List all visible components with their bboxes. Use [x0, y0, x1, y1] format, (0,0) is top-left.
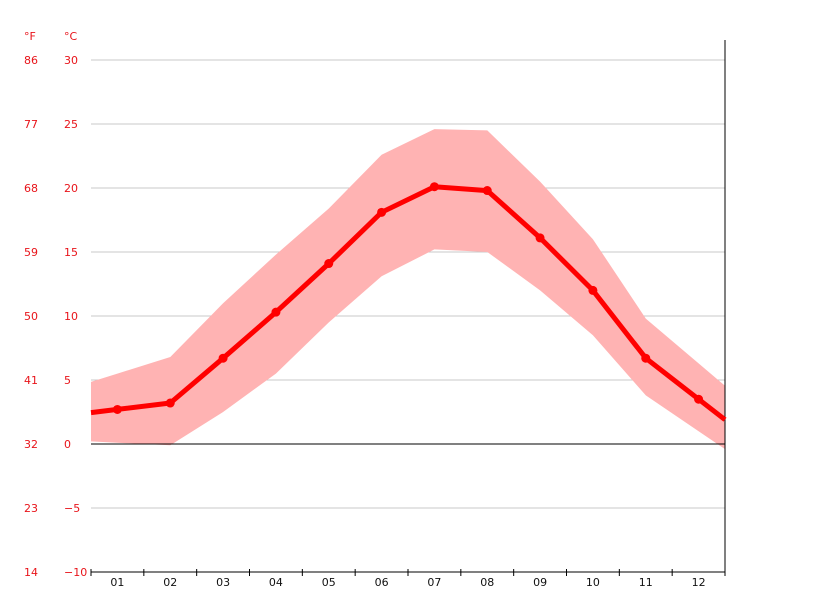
y-tick-label-fahrenheit: 32: [24, 438, 38, 451]
y-tick-label-fahrenheit: 23: [24, 502, 38, 515]
x-tick-label: 12: [692, 576, 706, 589]
fahrenheit-unit-label: °F: [24, 30, 36, 43]
x-tick-label: 11: [639, 576, 653, 589]
x-tick-label: 04: [269, 576, 283, 589]
axis-labels: °F °C 30862577206815591050541032−523−101…: [24, 30, 706, 589]
x-tick-label: 03: [216, 576, 230, 589]
mean-point: [271, 307, 281, 317]
grid-lines: [91, 59, 725, 509]
mean-point: [535, 233, 545, 243]
x-tick-label: 10: [586, 576, 600, 589]
mean-point: [324, 259, 334, 269]
mean-point: [218, 353, 228, 363]
y-tick-label-celsius: −10: [64, 566, 87, 579]
mean-temperature-points: [112, 182, 704, 414]
x-tick-label: 06: [375, 576, 389, 589]
x-tick-label: 08: [480, 576, 494, 589]
celsius-unit-label: °C: [64, 30, 78, 43]
y-tick-label-celsius: 25: [64, 118, 78, 131]
x-tick-label: 05: [322, 576, 336, 589]
y-tick-label-celsius: 15: [64, 246, 78, 259]
mean-temperature-line: [90, 184, 727, 422]
mean-point: [165, 398, 175, 408]
y-tick-label-celsius: 0: [64, 438, 71, 451]
mean-point: [429, 182, 439, 192]
x-tick-label: 02: [163, 576, 177, 589]
y-tick-label-fahrenheit: 77: [24, 118, 38, 131]
mean-point: [588, 285, 598, 295]
y-tick-label-celsius: 10: [64, 310, 78, 323]
y-tick-label-fahrenheit: 68: [24, 182, 38, 195]
x-tick-label: 07: [427, 576, 441, 589]
y-tick-label-fahrenheit: 41: [24, 374, 38, 387]
y-tick-label-fahrenheit: 59: [24, 246, 38, 259]
y-tick-label-celsius: 20: [64, 182, 78, 195]
y-tick-label-fahrenheit: 86: [24, 54, 38, 67]
mean-point: [112, 404, 122, 414]
mean-point: [641, 353, 651, 363]
mean-point: [694, 394, 704, 404]
y-tick-label-celsius: 30: [64, 54, 78, 67]
y-tick-label-celsius: 5: [64, 374, 71, 387]
y-tick-label-fahrenheit: 50: [24, 310, 38, 323]
temperature-range-band: [91, 129, 725, 450]
y-tick-label-celsius: −5: [64, 502, 80, 515]
y-tick-label-fahrenheit: 14: [24, 566, 38, 579]
x-tick-label: 09: [533, 576, 547, 589]
x-tick-label: 01: [110, 576, 124, 589]
mean-point: [377, 207, 387, 217]
mean-point: [482, 186, 492, 196]
axes: [90, 40, 726, 576]
